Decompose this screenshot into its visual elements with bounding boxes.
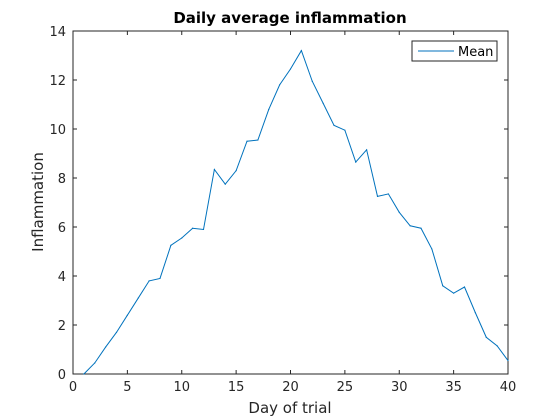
data-point [257,139,259,141]
y-axis: 0 2 4 6 8 10 12 14 [49,25,508,383]
data-point [213,168,215,171]
y-tick-label: 6 [58,221,66,236]
x-tick-label: 35 [445,380,462,395]
y-tick-label: 14 [49,25,66,40]
data-point [137,297,139,299]
y-tick-label: 8 [58,172,66,187]
data-point [300,50,302,52]
data-point [366,149,368,151]
x-tick-label: 15 [228,380,245,395]
y-tick-label: 12 [49,74,66,89]
legend-box [411,40,498,62]
data-point [289,68,292,70]
data-point [235,170,237,172]
data-point [355,161,357,163]
data-point [246,140,248,142]
x-tick-label: 0 [69,380,77,395]
x-tick-label: 10 [173,380,190,395]
data-point [409,225,411,227]
data-point [387,193,389,195]
data-point [474,312,476,314]
data-point [268,108,270,110]
data-point [442,285,444,287]
data-point [485,336,487,338]
data-point [94,362,96,364]
data-point [126,314,128,316]
data-point [496,345,498,347]
data-point [463,286,466,288]
series-points [83,50,509,375]
data-point [224,183,226,185]
y-tick-label: 4 [58,270,66,285]
x-axis-label: Day of trial [248,399,331,417]
series-line-mean [83,49,509,375]
data-point [279,84,281,86]
x-tick-label: 5 [123,380,131,395]
data-point [431,248,433,250]
data-point [376,195,379,197]
x-tick-label: 25 [337,380,354,395]
data-point [83,373,85,375]
data-point [148,280,150,282]
data-point [181,237,183,239]
y-tick-label: 10 [49,123,66,138]
data-point [202,228,205,231]
y-tick-label: 2 [58,319,66,334]
x-tick-label: 40 [500,380,517,395]
x-axis: 0 5 10 15 20 25 30 35 40 [69,31,516,395]
data-point [170,244,172,246]
data-point [420,227,422,229]
data-point [105,346,107,348]
data-point [333,124,335,126]
legend: Mean [411,40,498,62]
data-point [507,359,509,362]
y-axis-label: Inflammation [29,152,47,252]
data-point [453,292,455,294]
data-point [115,331,118,333]
data-point [344,129,346,131]
legend-entry-mean: Mean [458,45,493,60]
data-point [192,227,194,229]
plot-area [72,30,509,375]
y-tick-label: 0 [58,368,66,383]
chart-title: Daily average inflammation [173,9,406,27]
data-point [322,102,324,104]
data-point [398,211,400,213]
data-point [311,80,313,82]
data-point [159,277,161,280]
x-tick-label: 20 [282,380,299,395]
x-tick-label: 30 [391,380,408,395]
